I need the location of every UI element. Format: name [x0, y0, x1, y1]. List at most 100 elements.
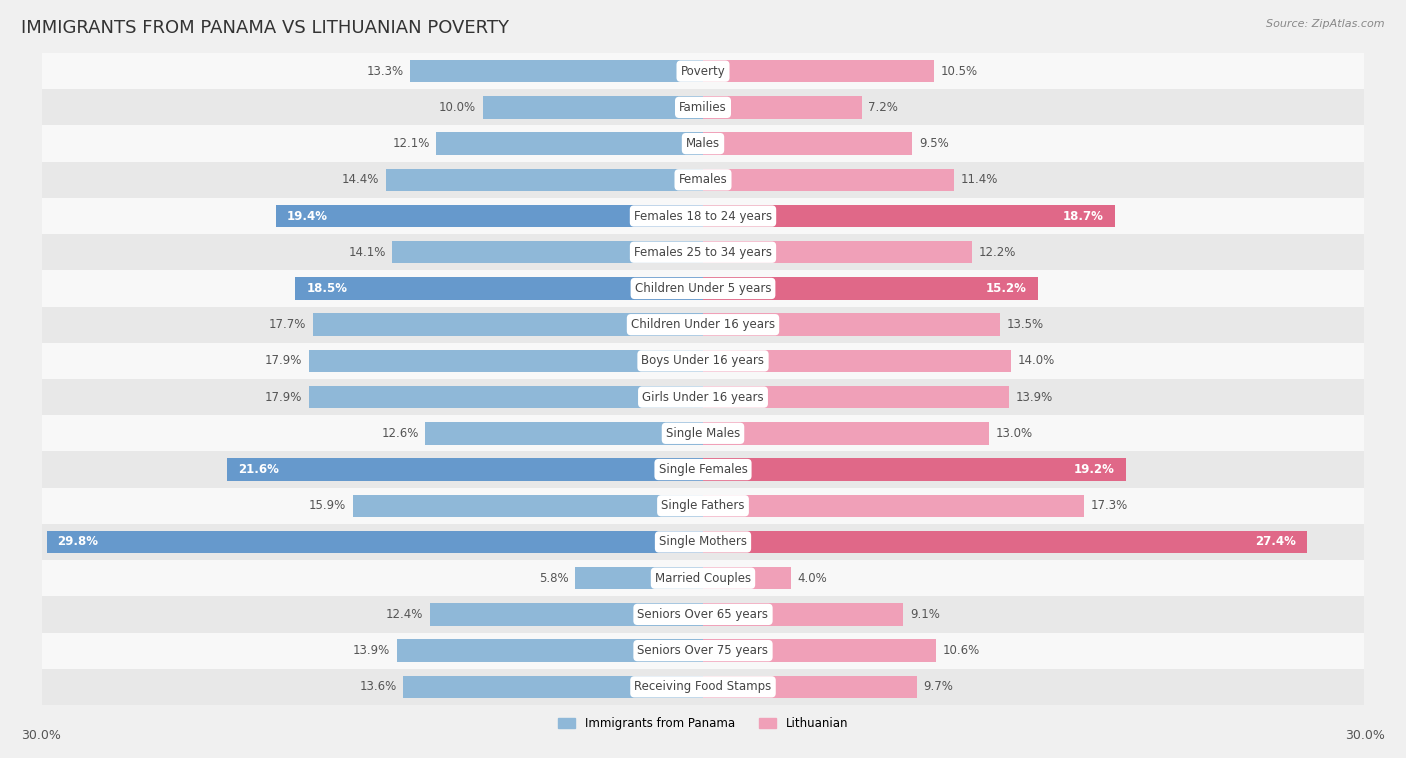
Text: Males: Males: [686, 137, 720, 150]
Text: 5.8%: 5.8%: [538, 572, 568, 584]
Bar: [575, 567, 703, 590]
Bar: [411, 60, 703, 83]
Bar: [703, 314, 1001, 336]
Text: 11.4%: 11.4%: [960, 174, 998, 186]
Text: 15.2%: 15.2%: [986, 282, 1026, 295]
Bar: [703, 386, 1010, 409]
Bar: [703, 494, 1084, 517]
Text: 7.2%: 7.2%: [868, 101, 898, 114]
Bar: [385, 168, 703, 191]
Text: IMMIGRANTS FROM PANAMA VS LITHUANIAN POVERTY: IMMIGRANTS FROM PANAMA VS LITHUANIAN POV…: [21, 19, 509, 37]
Text: 9.5%: 9.5%: [920, 137, 949, 150]
Text: Married Couples: Married Couples: [655, 572, 751, 584]
Text: 29.8%: 29.8%: [58, 535, 98, 549]
Text: 13.9%: 13.9%: [1015, 390, 1053, 403]
Text: Source: ZipAtlas.com: Source: ZipAtlas.com: [1267, 19, 1385, 29]
Bar: [703, 422, 990, 444]
Bar: [703, 531, 1306, 553]
Bar: [42, 379, 1364, 415]
Text: Seniors Over 75 years: Seniors Over 75 years: [637, 644, 769, 657]
Text: 10.5%: 10.5%: [941, 64, 979, 77]
Bar: [276, 205, 703, 227]
Text: 15.9%: 15.9%: [309, 500, 346, 512]
Text: 10.6%: 10.6%: [943, 644, 980, 657]
Text: 12.4%: 12.4%: [385, 608, 423, 621]
Bar: [42, 53, 1364, 89]
Text: 14.1%: 14.1%: [349, 246, 385, 258]
Bar: [396, 640, 703, 662]
Bar: [392, 241, 703, 264]
Bar: [42, 271, 1364, 306]
Text: Females 18 to 24 years: Females 18 to 24 years: [634, 209, 772, 223]
Bar: [42, 89, 1364, 126]
Bar: [42, 161, 1364, 198]
Text: Children Under 5 years: Children Under 5 years: [634, 282, 772, 295]
Bar: [703, 205, 1115, 227]
Text: 18.5%: 18.5%: [307, 282, 347, 295]
Bar: [703, 567, 792, 590]
Bar: [42, 234, 1364, 271]
Bar: [42, 343, 1364, 379]
Text: Girls Under 16 years: Girls Under 16 years: [643, 390, 763, 403]
Bar: [703, 349, 1011, 372]
Text: 13.0%: 13.0%: [995, 427, 1033, 440]
Text: 9.1%: 9.1%: [910, 608, 941, 621]
Bar: [42, 415, 1364, 452]
Text: Single Mothers: Single Mothers: [659, 535, 747, 549]
Text: 17.7%: 17.7%: [269, 318, 307, 331]
Bar: [42, 487, 1364, 524]
Bar: [42, 198, 1364, 234]
Bar: [430, 603, 703, 625]
Text: 13.5%: 13.5%: [1007, 318, 1045, 331]
Text: 30.0%: 30.0%: [21, 728, 60, 742]
Text: 19.2%: 19.2%: [1074, 463, 1115, 476]
Bar: [314, 314, 703, 336]
Bar: [703, 675, 917, 698]
Text: Single Fathers: Single Fathers: [661, 500, 745, 512]
Bar: [42, 632, 1364, 669]
Text: 9.7%: 9.7%: [924, 681, 953, 694]
Text: 12.6%: 12.6%: [381, 427, 419, 440]
Bar: [404, 675, 703, 698]
Text: 21.6%: 21.6%: [238, 463, 280, 476]
Bar: [42, 126, 1364, 161]
Text: Poverty: Poverty: [681, 64, 725, 77]
Bar: [703, 241, 972, 264]
Text: Single Males: Single Males: [666, 427, 740, 440]
Text: Families: Families: [679, 101, 727, 114]
Bar: [228, 459, 703, 481]
Text: 14.4%: 14.4%: [342, 174, 380, 186]
Bar: [42, 597, 1364, 632]
Text: 17.9%: 17.9%: [264, 390, 302, 403]
Text: 18.7%: 18.7%: [1063, 209, 1104, 223]
Bar: [309, 349, 703, 372]
Bar: [426, 422, 703, 444]
Text: 12.2%: 12.2%: [979, 246, 1015, 258]
Bar: [703, 60, 934, 83]
Text: Females: Females: [679, 174, 727, 186]
Text: 4.0%: 4.0%: [797, 572, 828, 584]
Bar: [703, 459, 1126, 481]
Bar: [46, 531, 703, 553]
Text: 13.9%: 13.9%: [353, 644, 391, 657]
Bar: [295, 277, 703, 299]
Text: 14.0%: 14.0%: [1018, 355, 1056, 368]
Bar: [703, 277, 1038, 299]
Bar: [42, 669, 1364, 705]
Text: Single Females: Single Females: [658, 463, 748, 476]
Legend: Immigrants from Panama, Lithuanian: Immigrants from Panama, Lithuanian: [553, 713, 853, 735]
Text: 19.4%: 19.4%: [287, 209, 328, 223]
Bar: [703, 168, 955, 191]
Text: Females 25 to 34 years: Females 25 to 34 years: [634, 246, 772, 258]
Bar: [42, 524, 1364, 560]
Text: Seniors Over 65 years: Seniors Over 65 years: [637, 608, 769, 621]
Text: 17.9%: 17.9%: [264, 355, 302, 368]
Bar: [353, 494, 703, 517]
Text: 13.3%: 13.3%: [367, 64, 404, 77]
Text: Children Under 16 years: Children Under 16 years: [631, 318, 775, 331]
Text: 10.0%: 10.0%: [439, 101, 477, 114]
Bar: [703, 640, 936, 662]
Text: Boys Under 16 years: Boys Under 16 years: [641, 355, 765, 368]
Text: 12.1%: 12.1%: [392, 137, 430, 150]
Text: 13.6%: 13.6%: [360, 681, 396, 694]
